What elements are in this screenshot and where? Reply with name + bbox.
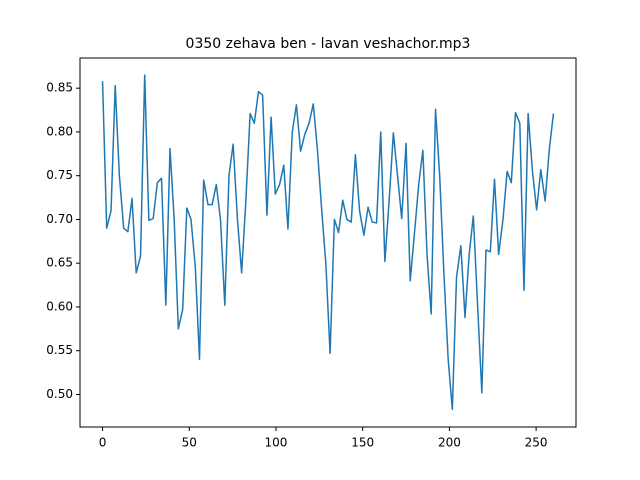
y-tick-label: 0.55 xyxy=(46,343,73,357)
chart-title: 0350 zehava ben - lavan veshachor.mp3 xyxy=(186,36,471,52)
y-tick-label: 0.70 xyxy=(46,212,73,226)
line xyxy=(101,74,555,411)
x-tick-label: 150 xyxy=(351,436,374,450)
y-tick-label: 0.60 xyxy=(46,299,73,313)
x-tick-label: 100 xyxy=(265,436,288,450)
x-tick-label: 200 xyxy=(438,436,461,450)
x-tick-label: 250 xyxy=(525,436,548,450)
y-tick-label: 0.75 xyxy=(46,168,73,182)
y-tick-label: 0.85 xyxy=(46,81,73,95)
x-tick-label: 0 xyxy=(99,436,107,450)
plot-frame xyxy=(79,57,577,428)
x-tick-label: 50 xyxy=(182,436,197,450)
y-tick-label: 0.65 xyxy=(46,256,73,270)
y-tick-label: 0.80 xyxy=(46,124,73,138)
y-tick-label: 0.50 xyxy=(46,387,73,401)
